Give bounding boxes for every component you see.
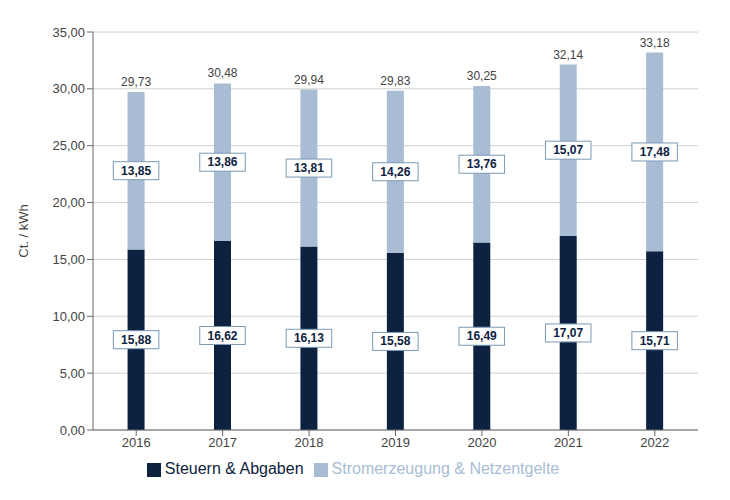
svg-text:5,00: 5,00 xyxy=(60,366,85,381)
svg-text:2022: 2022 xyxy=(640,435,669,450)
svg-text:16,62: 16,62 xyxy=(207,329,237,343)
svg-text:15,71: 15,71 xyxy=(640,334,670,348)
svg-text:16,13: 16,13 xyxy=(294,331,324,345)
svg-text:15,07: 15,07 xyxy=(553,143,583,157)
svg-text:16,49: 16,49 xyxy=(467,329,497,343)
svg-text:15,88: 15,88 xyxy=(121,333,151,347)
html-text:Stromerzeugung & Netzentgelte: Stromerzeugung & Netzentgelte xyxy=(331,460,560,477)
svg-text:29,94: 29,94 xyxy=(294,73,324,87)
svg-text:10,00: 10,00 xyxy=(52,309,85,324)
svg-text:30,00: 30,00 xyxy=(52,81,85,96)
svg-text:2016: 2016 xyxy=(122,435,151,450)
svg-text:35,00: 35,00 xyxy=(52,25,85,40)
svg-text:13,85: 13,85 xyxy=(121,164,151,178)
svg-text:15,58: 15,58 xyxy=(380,334,410,348)
svg-text:15,00: 15,00 xyxy=(52,252,85,267)
svg-text:2021: 2021 xyxy=(554,435,583,450)
svg-text:0,00: 0,00 xyxy=(60,423,85,438)
svg-text:2017: 2017 xyxy=(208,435,237,450)
svg-text:17,07: 17,07 xyxy=(553,326,583,340)
svg-text:14,26: 14,26 xyxy=(380,165,410,179)
svg-text:20,00: 20,00 xyxy=(52,195,85,210)
svg-text:17,48: 17,48 xyxy=(640,145,670,159)
svg-text:13,86: 13,86 xyxy=(207,155,237,169)
svg-text:29,73: 29,73 xyxy=(121,75,151,89)
svg-text:29,83: 29,83 xyxy=(380,74,410,88)
html-text:Steuern & Abgaben: Steuern & Abgaben xyxy=(164,460,304,477)
svg-text:30,48: 30,48 xyxy=(207,66,237,80)
svg-text:Ct. / kWh: Ct. / kWh xyxy=(16,204,31,257)
svg-text:30,25: 30,25 xyxy=(467,69,497,83)
svg-text:13,81: 13,81 xyxy=(294,161,324,175)
svg-text:25,00: 25,00 xyxy=(52,138,85,153)
svg-text:2018: 2018 xyxy=(295,435,324,450)
svg-text:32,14: 32,14 xyxy=(553,48,583,62)
svg-text:13,76: 13,76 xyxy=(467,157,497,171)
svg-text:2019: 2019 xyxy=(381,435,410,450)
svg-text:2020: 2020 xyxy=(467,435,496,450)
svg-text:33,18: 33,18 xyxy=(640,36,670,50)
